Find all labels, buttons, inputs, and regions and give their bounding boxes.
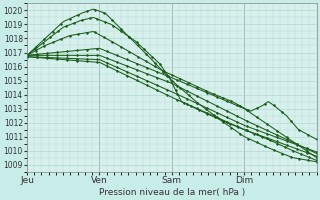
X-axis label: Pression niveau de la mer( hPa ): Pression niveau de la mer( hPa ) bbox=[99, 188, 245, 197]
